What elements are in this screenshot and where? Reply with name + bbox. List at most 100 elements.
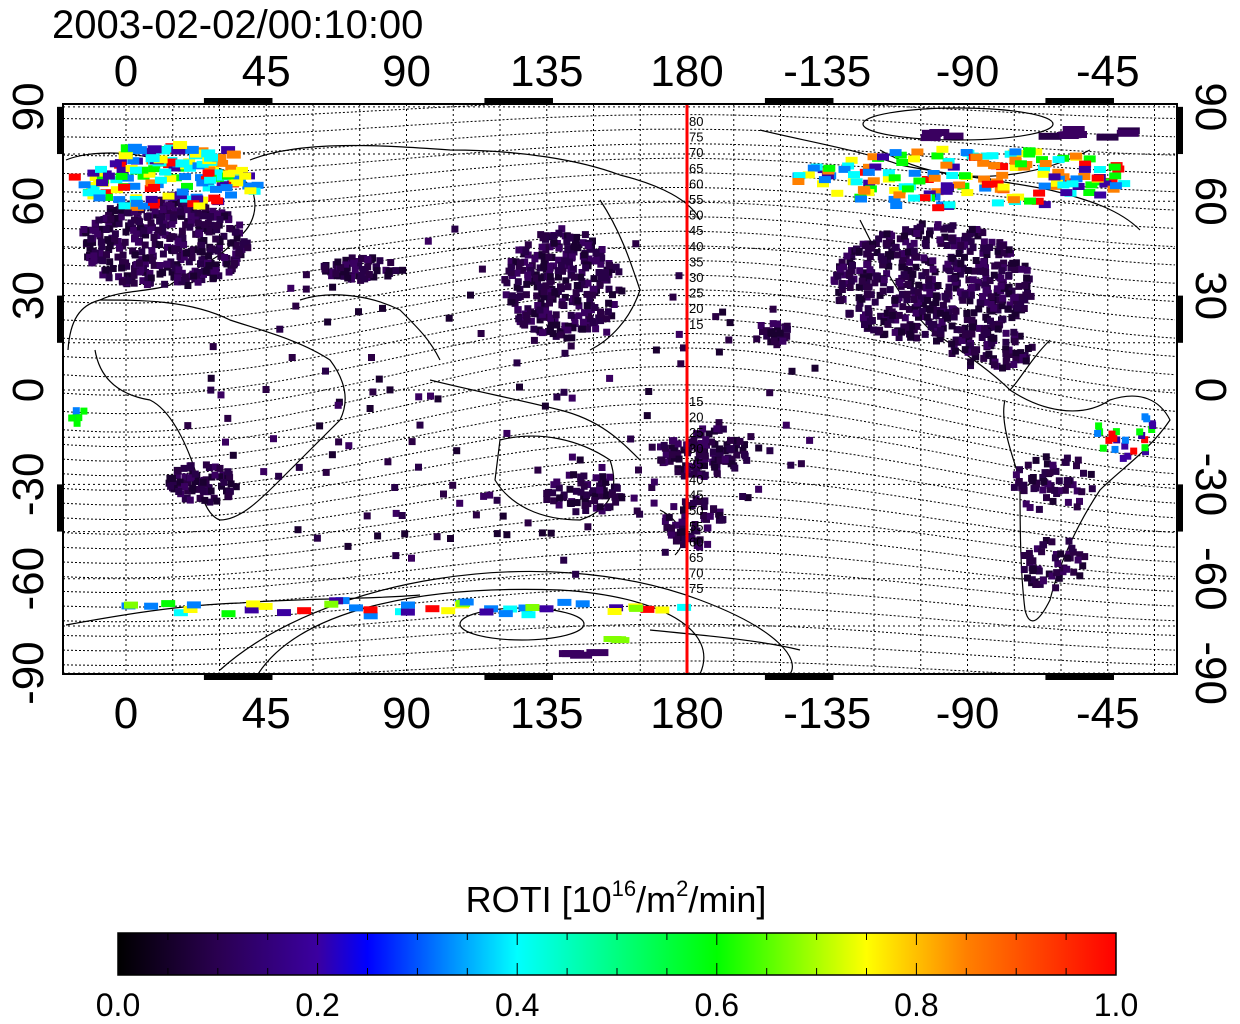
roti-cell — [546, 273, 554, 281]
roti-cell — [885, 262, 893, 270]
roti-cell — [681, 535, 689, 543]
roti-cell — [961, 253, 968, 261]
roti-cell — [1138, 432, 1146, 439]
roti-cell — [905, 305, 913, 313]
roti-cell — [1010, 483, 1018, 491]
frame-tick — [203, 674, 273, 680]
roti-cell — [118, 183, 131, 191]
roti-cell — [675, 330, 683, 338]
roti-cell — [912, 263, 920, 271]
roti-cell — [1148, 426, 1156, 433]
roti-cell — [959, 296, 967, 304]
roti-cell — [173, 609, 188, 617]
roti-cell — [201, 221, 209, 229]
roti-cell — [202, 184, 215, 192]
roti-cell — [184, 164, 196, 172]
roti-cell — [855, 283, 863, 291]
contour-label: 55 — [689, 519, 703, 534]
roti-cell — [678, 518, 686, 526]
roti-cell — [970, 309, 978, 317]
roti-cell — [1059, 131, 1082, 139]
roti-cell — [225, 216, 233, 224]
roti-cell — [995, 321, 1003, 329]
roti-cell — [246, 600, 261, 608]
roti-cell — [1111, 445, 1119, 453]
roti-cell — [232, 241, 240, 249]
roti-cell — [164, 175, 177, 183]
roti-cell — [145, 179, 158, 187]
roti-cell — [153, 155, 168, 164]
roti-cell — [207, 487, 215, 495]
roti-cell — [772, 328, 780, 335]
roti-cell — [661, 548, 669, 556]
roti-cell — [739, 493, 747, 500]
roti-cell — [1091, 174, 1104, 182]
roti-cell — [958, 337, 966, 344]
roti-cell — [129, 166, 142, 174]
roti-cell — [979, 184, 992, 192]
roti-cell — [797, 460, 805, 468]
roti-cell — [953, 326, 961, 334]
roti-cell — [179, 173, 192, 181]
roti-cell — [1020, 566, 1028, 573]
roti-cell — [838, 165, 851, 173]
contour-label: 55 — [689, 192, 703, 207]
roti-cell — [681, 498, 689, 506]
roti-cell — [220, 474, 227, 482]
roti-cell — [918, 313, 926, 321]
roti-cell — [147, 219, 155, 227]
roti-cell — [163, 158, 178, 167]
roti-cell — [931, 329, 939, 337]
roti-cell — [294, 526, 302, 534]
roti-cell — [665, 513, 673, 521]
roti-cell — [538, 251, 546, 259]
roti-cell — [194, 219, 202, 227]
roti-cell — [177, 208, 184, 216]
roti-cell — [361, 275, 369, 283]
roti-cell — [1024, 345, 1032, 352]
roti-cell — [557, 598, 572, 606]
roti-cell — [847, 277, 855, 285]
roti-cell — [900, 271, 908, 279]
roti-cell — [221, 254, 229, 261]
roti-cell — [198, 241, 206, 249]
roti-cell — [864, 185, 877, 193]
roti-cell — [142, 268, 149, 276]
roti-cell — [564, 283, 572, 291]
roti-cell — [972, 353, 980, 361]
roti-cell — [131, 251, 139, 259]
roti-cell — [677, 360, 685, 368]
roti-cell — [106, 242, 114, 250]
roti-cell — [590, 275, 598, 283]
roti-cell — [99, 257, 107, 265]
roti-cell — [937, 239, 945, 247]
roti-cell — [609, 604, 624, 612]
roti-cell — [1066, 180, 1079, 188]
roti-cell — [194, 209, 201, 217]
frame-tick — [484, 674, 553, 680]
roti-cell — [177, 212, 185, 220]
roti-cell — [162, 192, 175, 200]
roti-cell — [159, 206, 167, 214]
map-panel: 8075706560555045403530252015152025303540… — [57, 98, 1183, 680]
coastline-segment — [65, 594, 421, 626]
roti-cell — [534, 302, 542, 309]
roti-cell — [550, 232, 558, 240]
roti-cell — [115, 273, 123, 281]
roti-cell — [865, 309, 873, 317]
roti-cell — [244, 606, 259, 614]
roti-cell — [515, 315, 523, 323]
roti-cell — [538, 329, 546, 337]
roti-cell — [703, 515, 710, 523]
roti-cell — [1021, 296, 1029, 304]
roti-cell — [205, 228, 213, 236]
lat-axis-right: 90 60 30 0 -30 -60 -90 — [1186, 82, 1235, 705]
roti-cell — [951, 278, 959, 286]
roti-cell — [908, 155, 920, 163]
roti-cell — [933, 337, 940, 345]
roti-cell — [950, 275, 958, 282]
roti-cell — [142, 231, 150, 239]
lon-tick-label: -45 — [1076, 47, 1140, 96]
roti-cell — [575, 600, 590, 608]
roti-cell — [445, 314, 453, 322]
